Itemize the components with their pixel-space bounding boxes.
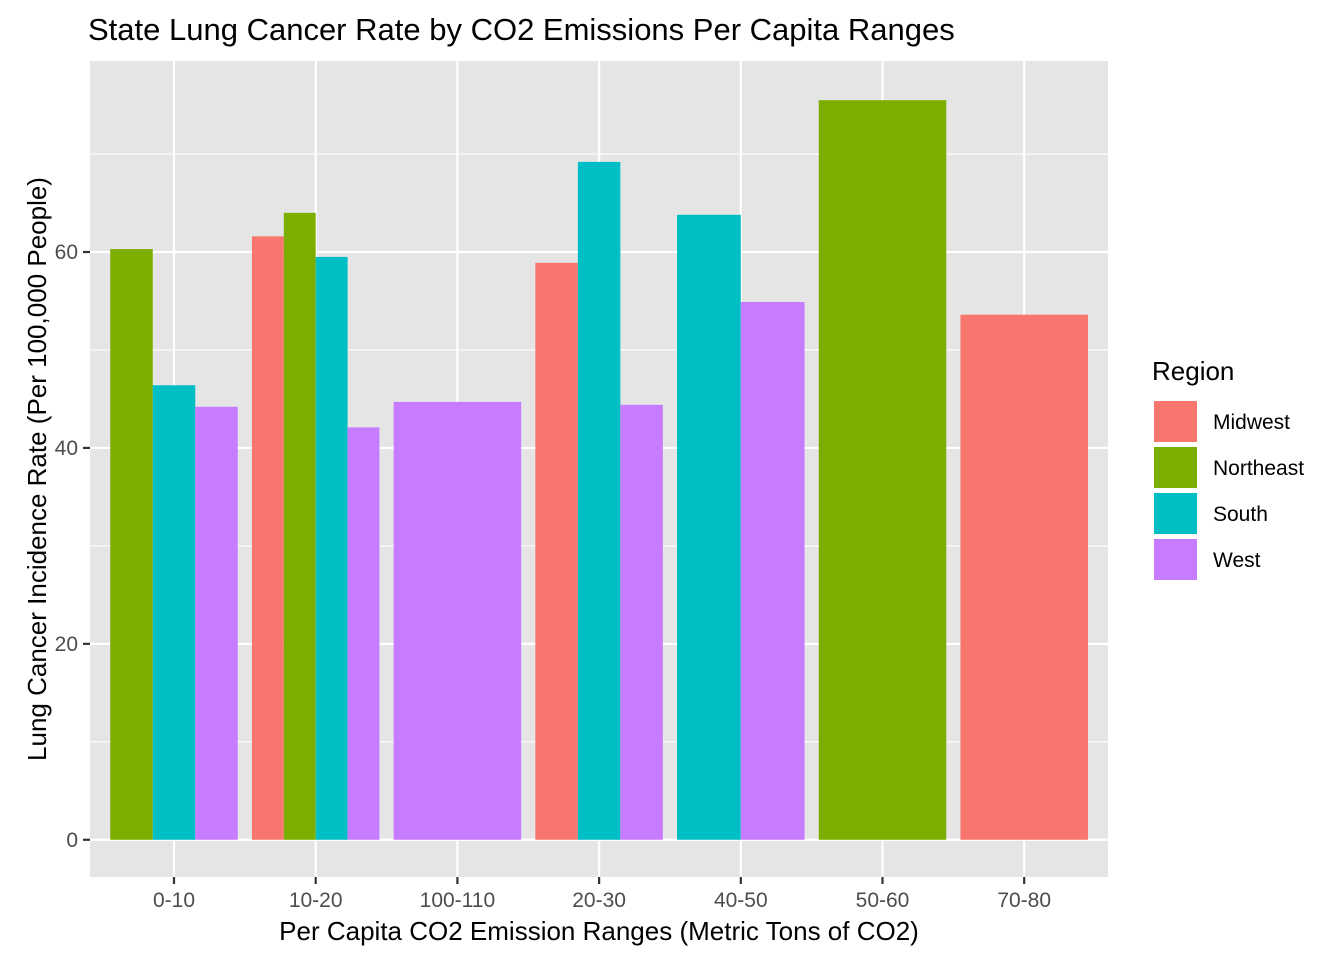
- bar-south-20-30: [577, 161, 621, 840]
- x-axis-title: Per Capita CO2 Emission Ranges (Metric T…: [279, 916, 919, 946]
- bar-south-40-50: [677, 214, 741, 840]
- x-tick-label: 70-80: [997, 889, 1051, 912]
- x-tick-label: 50-60: [856, 889, 910, 912]
- bar-west-20-30: [620, 404, 663, 840]
- chart-title: State Lung Cancer Rate by CO2 Emissions …: [88, 12, 955, 47]
- legend-items: Midwest Northeast South West: [1154, 401, 1304, 580]
- bar-west-40-50: [740, 301, 805, 840]
- x-tick-label: 100-110: [420, 889, 496, 912]
- legend-label-northeast: Northeast: [1213, 457, 1304, 480]
- legend-key-midwest: [1154, 401, 1197, 442]
- y-axis: 0 20 40 60: [55, 241, 90, 852]
- bar-west-10-20: [347, 427, 380, 840]
- bar-midwest-20-30: [535, 262, 578, 840]
- bar-west-100-110: [393, 401, 522, 840]
- y-tick-label: 0: [66, 829, 78, 852]
- x-tick-label: 0-10: [153, 889, 195, 912]
- bar-west-0-10: [195, 406, 238, 840]
- bar-midwest-70-80: [960, 314, 1088, 840]
- legend-key-south: [1154, 493, 1197, 534]
- y-tick-label: 20: [55, 633, 78, 656]
- y-tick-label: 60: [55, 241, 78, 264]
- legend-key-northeast: [1154, 447, 1197, 488]
- bar-south-0-10: [152, 385, 196, 840]
- legend-label-west: West: [1213, 549, 1261, 572]
- legend-title: Region: [1152, 356, 1234, 386]
- y-axis-title: Lung Cancer Incidence Rate (Per 100,000 …: [22, 177, 52, 761]
- legend-label-midwest: Midwest: [1213, 411, 1290, 434]
- bar-northeast-10-20: [283, 212, 316, 840]
- bar-northeast-0-10: [110, 249, 153, 840]
- bar-northeast-50-60: [818, 100, 947, 840]
- x-axis: 0-10 10-20 100-110 20-30 40-50 50-60 70-80: [153, 877, 1051, 912]
- x-tick-label: 20-30: [572, 889, 626, 912]
- legend-label-south: South: [1213, 503, 1268, 526]
- legend: Region Midwest Northeast South West: [1152, 356, 1304, 580]
- legend-key-west: [1154, 539, 1197, 580]
- y-tick-label: 40: [55, 437, 78, 460]
- bar-south-10-20: [315, 256, 348, 840]
- x-tick-label: 40-50: [714, 889, 768, 912]
- bars: [110, 100, 1088, 840]
- bar-midwest-10-20: [251, 236, 284, 840]
- x-tick-label: 10-20: [289, 889, 343, 912]
